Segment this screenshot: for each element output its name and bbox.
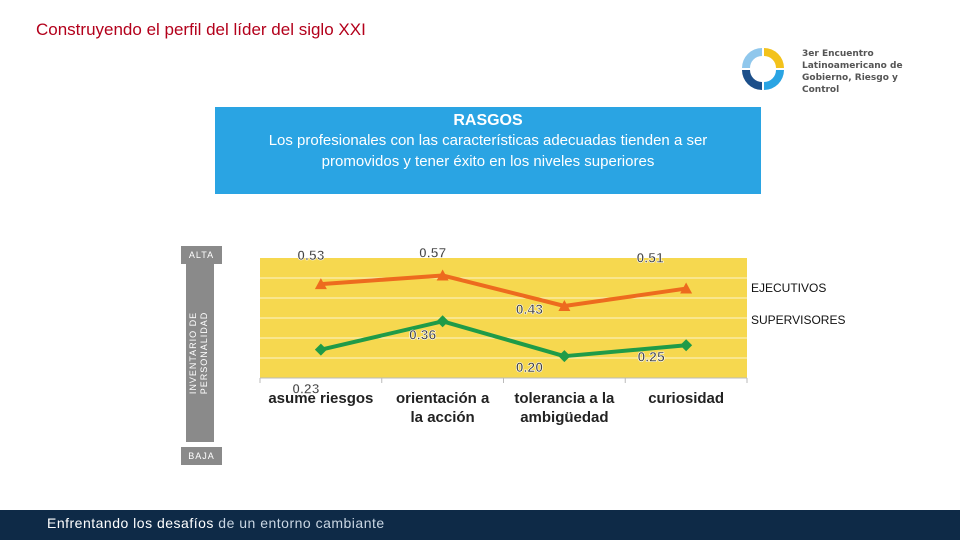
data-point — [558, 350, 571, 363]
data-label: 0.43 — [516, 301, 543, 317]
data-label: 0.25 — [638, 348, 665, 364]
data-point — [436, 315, 449, 328]
data-label: 0.36 — [409, 326, 436, 342]
scale-low-label: BAJA — [181, 447, 222, 465]
traits-banner: RASGOS Los profesionales con las caracte… — [215, 107, 761, 194]
series-line-ejecutivos — [320, 273, 687, 308]
page-title: Construyendo el perfil del líder del sig… — [36, 20, 366, 39]
legend-entry: EJECUTIVOS — [751, 281, 826, 295]
data-point — [558, 300, 571, 311]
banner-text: Los profesionales con las característica… — [268, 132, 708, 170]
legend-entry: SUPERVISORES — [751, 313, 845, 327]
data-label: 0.53 — [297, 247, 324, 263]
banner-heading: RASGOS — [453, 112, 523, 129]
event-logo: 3er Encuentro Latinoamericano de Gobiern… — [734, 42, 934, 96]
data-point — [680, 339, 693, 352]
data-label: 0.20 — [516, 359, 543, 375]
x-tick-label: tolerancia a la ambigüedad — [514, 390, 615, 426]
personality-scale-bar — [186, 264, 214, 442]
data-label: 0.51 — [637, 250, 664, 266]
data-point — [314, 343, 327, 356]
series-line-supervisores — [320, 319, 687, 359]
data-label: 0.23 — [292, 381, 319, 397]
data-point — [314, 278, 327, 290]
data-point — [436, 269, 449, 281]
x-tick-label: curiosidad — [648, 390, 724, 407]
scale-axis-label: INVENTARIO DE PERSONALIDAD — [188, 311, 209, 395]
event-logo-text: 3er Encuentro Latinoamericano de Gobiern… — [802, 49, 903, 95]
footer-tagline: Enfrentando los desafíos de un entorno c… — [47, 515, 385, 531]
x-tick-label: orientación a la acción — [396, 390, 490, 426]
traits-line-chart: asume riesgos orientación a la acción toler… — [259, 244, 845, 426]
event-logo-icon — [742, 48, 784, 90]
data-label: 0.57 — [419, 244, 446, 260]
x-tick-label: asume riesgos — [268, 390, 373, 407]
scale-high-label: ALTA — [181, 246, 222, 264]
footer-bar: Enfrentando los desafíos de un entorno c… — [0, 510, 960, 540]
data-point — [680, 282, 693, 294]
